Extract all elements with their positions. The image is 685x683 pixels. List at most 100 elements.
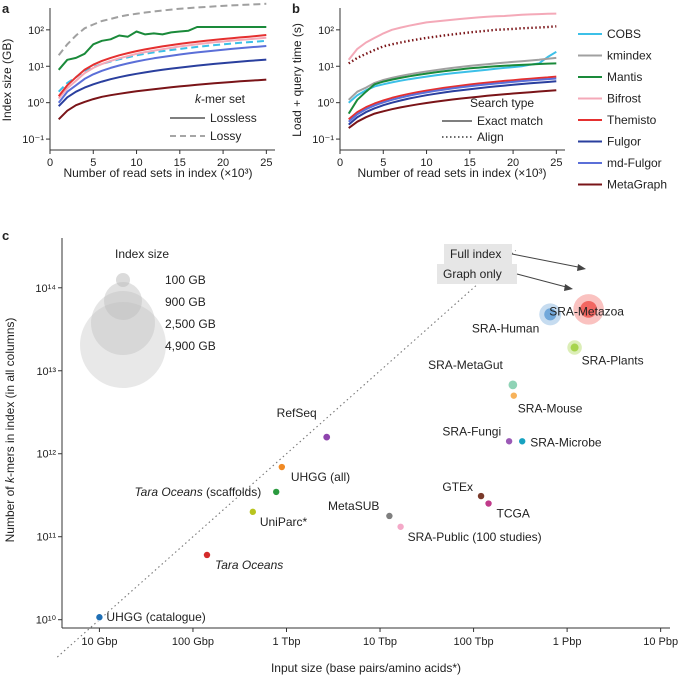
panel-b-series-metagraph <box>348 89 557 129</box>
bubble-sra-metagut <box>508 380 518 390</box>
legend-align: Align <box>477 130 504 144</box>
method-legend-kmindex: kmindex <box>607 49 652 63</box>
panel-c-letter: c <box>2 228 9 243</box>
method-legend-metagraph: MetaGraph <box>607 178 667 192</box>
bubble-refseq <box>323 433 331 441</box>
size-legend-circle-4900 <box>80 302 166 388</box>
panel-c-chart: UHGG (catalogue) Tara Oceans UniParc* Tara … <box>3 238 678 675</box>
panel-c-xtick-label: 1 Pbp <box>553 636 582 648</box>
panel-b-legend-title: Search type <box>470 96 534 110</box>
method-legend-fulgor: Fulgor <box>607 135 641 149</box>
legend-lossy: Lossy <box>210 129 241 143</box>
bubble-uhgg-all <box>278 463 286 471</box>
panel-a-series-bifrost <box>57 36 267 100</box>
panel-a-series-md-fulgor <box>57 45 267 104</box>
method-legend-cobs: COBS <box>607 27 641 41</box>
panel-c-ytick-label: 10¹³ <box>36 366 56 378</box>
label-tara-oceans-scaffolds: Tara Oceans (scaffolds) <box>134 485 261 499</box>
size-legend-circle-900 <box>104 282 142 320</box>
label-sra-metazoa: SRA-Metazoa <box>549 304 624 318</box>
annotation-full-index-arrowhead <box>577 264 586 271</box>
bubble-sra-mouse <box>510 392 517 399</box>
panel-a-series-cobs <box>57 39 267 93</box>
label-sra-human: SRA-Human <box>472 321 539 335</box>
method-legend-md-fulgor: md-Fulgor <box>607 156 662 170</box>
panel-b-ytick-label: 10² <box>318 25 334 37</box>
panel-c-xtick-label: 1 Tbp <box>273 636 301 648</box>
panel-a-ylabel: Index size (GB) <box>0 39 14 122</box>
method-legend: COBS kmindex Mantis Bifrost Themisto Fulgor md… <box>578 27 667 192</box>
panel-c-xtick-label: 10 Tbp <box>363 636 397 648</box>
panel-c-xtick-label: 10 Gbp <box>81 636 117 648</box>
panel-b-legend: Search type Exact match Align <box>442 96 543 144</box>
method-legend-themisto: Themisto <box>607 113 657 127</box>
bubble-uhgg-catalogue <box>96 614 103 621</box>
size-legend-circle-2500 <box>91 291 155 355</box>
size-legend-2500: 2,500 GB <box>165 317 216 331</box>
size-legend-circle-100 <box>116 273 130 287</box>
panel-a-ytick-label: 10¹ <box>28 61 44 73</box>
label-uhgg-catalogue: UHGG (catalogue) <box>106 610 205 624</box>
panel-a-legend-title: k-mer set <box>195 92 246 106</box>
bubble-tcga <box>485 500 492 507</box>
panel-b-xtick-label: 20 <box>507 157 519 169</box>
panel-a-ytick-label: 10⁻¹ <box>22 134 44 146</box>
legend-exact-match: Exact match <box>477 114 543 128</box>
label-sra-fungi: SRA-Fungi <box>442 424 501 438</box>
panel-b-series-themisto <box>348 75 557 121</box>
panel-a-letter: a <box>2 1 10 16</box>
bubble-graph-sra-metazoa <box>580 300 598 318</box>
panel-b-xtick-label: 10 <box>420 157 432 169</box>
size-legend-900: 900 GB <box>165 295 206 309</box>
bubble-uniparc <box>249 508 257 516</box>
legend-lossless: Lossless <box>210 111 257 125</box>
panel-a-series-fulgor <box>57 58 267 107</box>
annotation-graph-only-arrowhead <box>564 284 573 291</box>
panel-b-ytick-label: 10⁻¹ <box>312 134 334 146</box>
panel-b-xtick-label: 15 <box>464 157 476 169</box>
annotation-full-index: Full index <box>450 247 501 261</box>
bubble-graph-sra-plants <box>570 343 579 352</box>
panel-b-series-md-fulgor <box>348 77 557 123</box>
panel-c-xlabel: Input size (base pairs/amino acids*) <box>271 661 461 675</box>
panel-a-series-metagraph <box>57 78 267 121</box>
panel-a-xtick-label: 15 <box>174 157 186 169</box>
panel-a-xtick-label: 5 <box>90 157 96 169</box>
label-sra-metagut: SRA-MetaGut <box>428 358 503 372</box>
panel-a-series-themisto <box>57 34 267 97</box>
panel-a-series-kmindex <box>57 2 267 56</box>
panel-b-ytick-label: 10¹ <box>318 61 334 73</box>
panel-c-xtick-label: 10 Pbp <box>643 636 678 648</box>
panel-a-ytick-label: 10⁰ <box>27 98 44 110</box>
panel-a-xtick-label: 25 <box>260 157 272 169</box>
panel-c-ytick-label: 10¹⁴ <box>35 283 56 295</box>
bubble-gtex <box>477 492 485 500</box>
label-sra-public-100-studies: SRA-Public (100 studies) <box>408 530 542 544</box>
panel-c-xtick-label: 100 Tbp <box>453 636 493 648</box>
label-sra-microbe: SRA-Microbe <box>530 435 602 449</box>
bubble-tara-oceans-scaffolds <box>273 488 280 496</box>
label-sra-mouse: SRA-Mouse <box>518 402 583 416</box>
label-uhgg-all: UHGG (all) <box>291 470 350 484</box>
size-legend-4900: 4,900 GB <box>165 339 216 353</box>
panel-b-xtick-label: 0 <box>337 157 343 169</box>
panel-a-xlabel: Number of read sets in index (×10³) <box>63 166 252 180</box>
label-refseq: RefSeq <box>277 406 317 420</box>
annotation-graph-only-arrow <box>516 273 571 289</box>
panel-a-series-mantis <box>57 26 267 71</box>
panel-b-ytick-label: 10⁰ <box>317 98 334 110</box>
panel-b-xlabel: Number of read sets in index (×10³) <box>357 166 546 180</box>
panel-b-ylabel: Load + query time (s) <box>290 23 304 137</box>
method-legend-mantis: Mantis <box>607 70 642 84</box>
bubble-sra-public-100-studies <box>397 523 404 530</box>
panel-a-xtick-label: 10 <box>130 157 142 169</box>
panel-b-xtick-label: 5 <box>380 157 386 169</box>
size-legend-title: Index size <box>115 247 169 261</box>
panel-a-chart: 0 5 10 15 20 25 10⁻¹ 10⁰ 10¹ 10² Number of read … <box>0 2 275 180</box>
panel-b-series-mantis <box>347 62 557 115</box>
panel-a-ytick-label: 10² <box>28 25 44 37</box>
label-gtex: GTEx <box>442 480 473 494</box>
panel-a-xtick-label: 0 <box>47 157 53 169</box>
panel-a-xtick-label: 20 <box>217 157 229 169</box>
